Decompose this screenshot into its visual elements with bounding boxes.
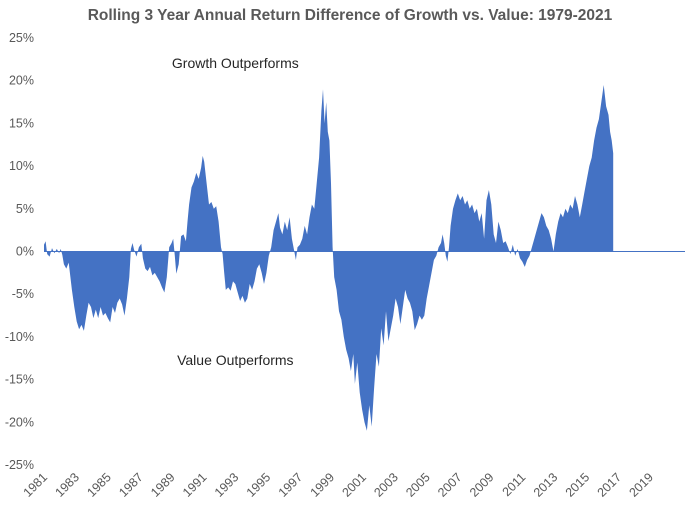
- y-tick-label: -20%: [5, 415, 34, 429]
- x-tick-label: 2009: [467, 470, 497, 500]
- annotations: Growth Outperforms Value Outperforms: [172, 55, 299, 368]
- x-tick-label: 1997: [276, 470, 306, 500]
- x-tick-label: 1989: [148, 470, 178, 500]
- y-tick-label: -10%: [5, 330, 34, 344]
- x-tick-label: 2005: [403, 470, 433, 500]
- y-tick-label: -25%: [5, 458, 34, 472]
- y-tick-label: 10%: [9, 159, 34, 173]
- y-axis-ticks: 25% 20% 15% 10% 5% 0% -5% -10% -15% -20% -25%: [5, 31, 34, 472]
- x-tick-label: 2007: [435, 470, 465, 500]
- x-tick-label: 2001: [339, 470, 369, 500]
- x-tick-label: 1991: [180, 470, 210, 500]
- x-tick-label: 2015: [563, 470, 593, 500]
- series-area: [44, 85, 614, 431]
- x-tick-label: 1981: [21, 470, 51, 500]
- y-tick-label: -5%: [12, 287, 34, 301]
- x-axis-ticks: 1981 1983 1985 1987 1989 1991 1993 1995 1997 1999…: [21, 470, 657, 500]
- x-tick-label: 2013: [531, 470, 561, 500]
- y-tick-label: 5%: [16, 202, 34, 216]
- x-tick-label: 2017: [595, 470, 625, 500]
- x-tick-label: 1983: [52, 470, 82, 500]
- y-tick-label: 0%: [16, 245, 34, 259]
- x-tick-label: 2011: [500, 470, 529, 499]
- x-tick-label: 1985: [84, 470, 114, 500]
- x-tick-label: 1999: [308, 470, 338, 500]
- y-tick-label: 25%: [9, 31, 34, 45]
- x-tick-label: 2003: [371, 470, 401, 500]
- x-tick-label: 1993: [212, 470, 242, 500]
- annotation-label: Growth Outperforms: [172, 55, 299, 71]
- y-tick-label: -15%: [5, 373, 34, 387]
- x-tick-label: 1987: [116, 470, 146, 500]
- y-tick-label: 20%: [9, 74, 34, 88]
- chart-title: Rolling 3 Year Annual Return Difference …: [87, 7, 613, 24]
- x-tick-label: 2019: [626, 470, 656, 500]
- y-tick-label: 15%: [9, 116, 34, 130]
- x-tick-label: 1995: [244, 470, 274, 500]
- annotation-label: Value Outperforms: [177, 352, 293, 368]
